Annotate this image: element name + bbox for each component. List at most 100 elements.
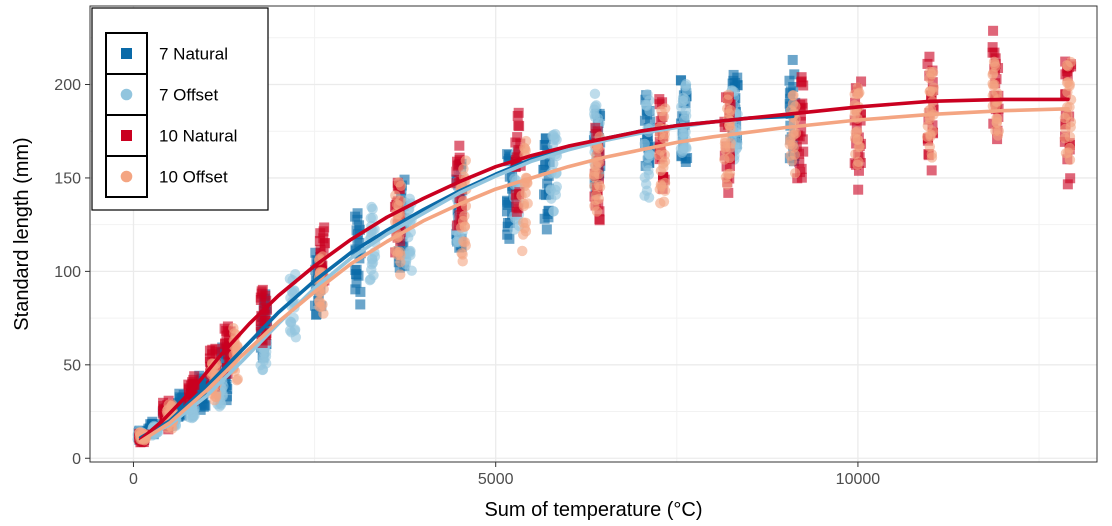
data-point — [728, 69, 739, 80]
data-point — [851, 126, 863, 137]
data-point — [1064, 142, 1075, 154]
data-point — [541, 224, 552, 235]
data-point — [540, 159, 551, 170]
data-point — [457, 249, 468, 260]
data-point — [924, 51, 935, 62]
data-point — [310, 247, 321, 258]
data-point — [459, 221, 471, 232]
data-point — [786, 155, 798, 167]
data-point — [795, 99, 806, 110]
data-point — [788, 81, 799, 92]
data-point — [723, 187, 734, 198]
data-point — [796, 72, 807, 83]
data-point — [351, 225, 362, 236]
data-point — [654, 94, 665, 105]
data-point — [589, 88, 601, 100]
data-point — [517, 245, 528, 257]
data-point — [1064, 79, 1075, 90]
data-point — [991, 113, 1002, 124]
data-point — [1064, 131, 1076, 143]
data-point — [512, 132, 523, 143]
data-point — [593, 168, 604, 180]
data-point — [178, 389, 189, 400]
data-point — [725, 137, 736, 149]
data-point — [503, 150, 514, 161]
data-point — [390, 190, 401, 201]
data-point — [1062, 179, 1073, 190]
data-point — [642, 89, 653, 100]
data-point — [228, 323, 239, 334]
fit-curve-10-natural — [138, 97, 1070, 442]
data-point — [510, 137, 521, 148]
data-point — [925, 131, 936, 142]
data-point — [512, 110, 523, 121]
data-point — [262, 304, 273, 315]
legend-label: 7 Natural — [159, 45, 228, 64]
legend-label: 7 Offset — [159, 86, 218, 105]
data-point — [511, 193, 522, 204]
data-point — [255, 316, 266, 327]
data-point — [257, 338, 268, 349]
data-point — [678, 114, 690, 126]
fit-curves — [138, 97, 1070, 444]
data-point — [204, 353, 215, 364]
data-point — [542, 178, 553, 189]
data-point — [395, 180, 407, 191]
data-point — [659, 185, 671, 196]
data-point — [639, 115, 650, 126]
data-point — [659, 177, 671, 189]
data-point — [724, 168, 736, 179]
data-point — [677, 145, 688, 156]
fit-curve-10-offset — [138, 107, 1070, 444]
data-point — [594, 213, 605, 224]
data-point — [504, 233, 515, 244]
data-point — [399, 174, 410, 185]
data-point — [404, 246, 415, 257]
data-point — [725, 123, 736, 134]
data-point — [680, 80, 691, 92]
data-point — [501, 206, 512, 217]
data-point — [725, 99, 736, 110]
data-point — [452, 156, 463, 167]
legend-marker — [120, 88, 133, 101]
data-point — [723, 89, 734, 101]
data-point — [232, 373, 244, 385]
data-point — [788, 129, 799, 141]
legend-item-10-offset: 10 Offset — [105, 155, 228, 198]
data-point — [795, 110, 806, 121]
data-point — [792, 173, 803, 184]
data-point — [787, 54, 798, 65]
data-point — [789, 168, 801, 179]
data-point — [451, 166, 462, 177]
data-point — [643, 164, 654, 176]
data-point — [657, 158, 669, 169]
data-point — [210, 346, 221, 357]
data-point — [354, 237, 365, 248]
y-tick-label: 0 — [72, 451, 81, 468]
data-point — [682, 152, 693, 163]
data-point — [656, 105, 667, 117]
data-point — [590, 189, 602, 201]
panel-border — [89, 5, 1098, 463]
data-point — [189, 371, 200, 382]
data-point — [315, 228, 326, 239]
x-tick-label: 0 — [129, 471, 138, 488]
data-point — [458, 163, 469, 175]
data-point — [261, 295, 272, 306]
data-point — [658, 171, 669, 182]
data-point — [256, 288, 267, 299]
data-point — [852, 134, 863, 145]
data-point — [924, 86, 935, 97]
data-point — [319, 222, 330, 233]
data-point — [924, 141, 936, 152]
data-point — [460, 155, 472, 166]
data-point — [795, 116, 806, 127]
data-point — [232, 340, 243, 352]
data-point — [796, 77, 807, 88]
data-point — [1065, 173, 1076, 184]
legend-item-7-natural: 7 Natural — [105, 32, 228, 75]
data-point — [787, 90, 798, 101]
data-point — [926, 165, 937, 176]
data-point — [655, 116, 666, 127]
data-point — [794, 157, 805, 168]
